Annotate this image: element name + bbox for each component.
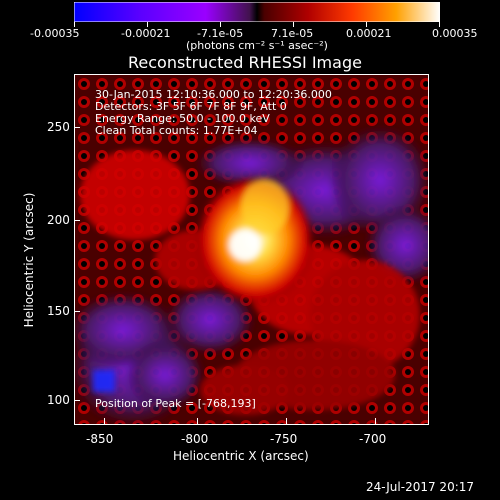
x-tick [104,418,105,424]
rhessi-image [75,75,428,424]
x-tick-label: -750 [270,432,298,446]
colorbar-tick [74,22,75,27]
y-tick-label: 250 [47,120,70,134]
image-title: Reconstructed RHESSI Image [128,53,362,72]
colorbar-tick-label: 7.1e-05 [271,27,314,40]
x-tick [197,418,198,424]
info-line-1: 30-Jan-2015 12:10:36.000 to 12:20:36.000 [95,88,332,101]
peak-position-label: Position of Peak = [-768,193] [95,397,256,410]
colorbar-tick-label: -7.1e-05 [197,27,244,40]
y-tick [74,127,80,128]
x-tick-label: -700 [359,432,387,446]
colorbar-tick [439,22,440,27]
x-tick [375,418,376,424]
colorbar-tick [366,22,367,27]
colorbar-unit-label: (photons cm⁻² s⁻¹ asec⁻²) [186,39,328,52]
timestamp: 24-Jul-2017 20:17 [366,480,475,494]
x-tick-label: -800 [181,432,209,446]
colorbar-tick-label: -0.00021 [121,27,171,40]
y-tick-label: 200 [47,213,70,227]
colorbar [74,2,440,22]
y-axis-label: Heliocentric Y (arcsec) [22,192,36,328]
colorbar-tick-label: -0.00035 [30,27,80,40]
x-axis-label: Heliocentric X (arcsec) [173,449,309,463]
colorbar-tick-label: 0.00035 [432,27,478,40]
info-line-4: Clean Total counts: 1.77E+04 [95,124,258,137]
colorbar-tick-label: 0.00021 [346,27,392,40]
x-tick-label: -850 [86,432,114,446]
colorbar-gradient [74,2,440,22]
y-tick [74,220,80,221]
y-tick-label: 150 [47,304,70,318]
info-line-2: Detectors: 3F 5F 6F 7F 8F 9F, Att 0 [95,100,287,113]
x-tick [286,418,287,424]
plot-area: 30-Jan-2015 12:10:36.000 to 12:20:36.000… [74,74,429,425]
info-line-3: Energy Range: 50.0 - 100.0 keV [95,112,270,125]
y-tick-label: 100 [47,393,70,407]
y-tick [74,311,80,312]
colorbar-tick [293,22,294,27]
y-tick [74,400,80,401]
colorbar-tick [147,22,148,27]
colorbar-tick [220,22,221,27]
